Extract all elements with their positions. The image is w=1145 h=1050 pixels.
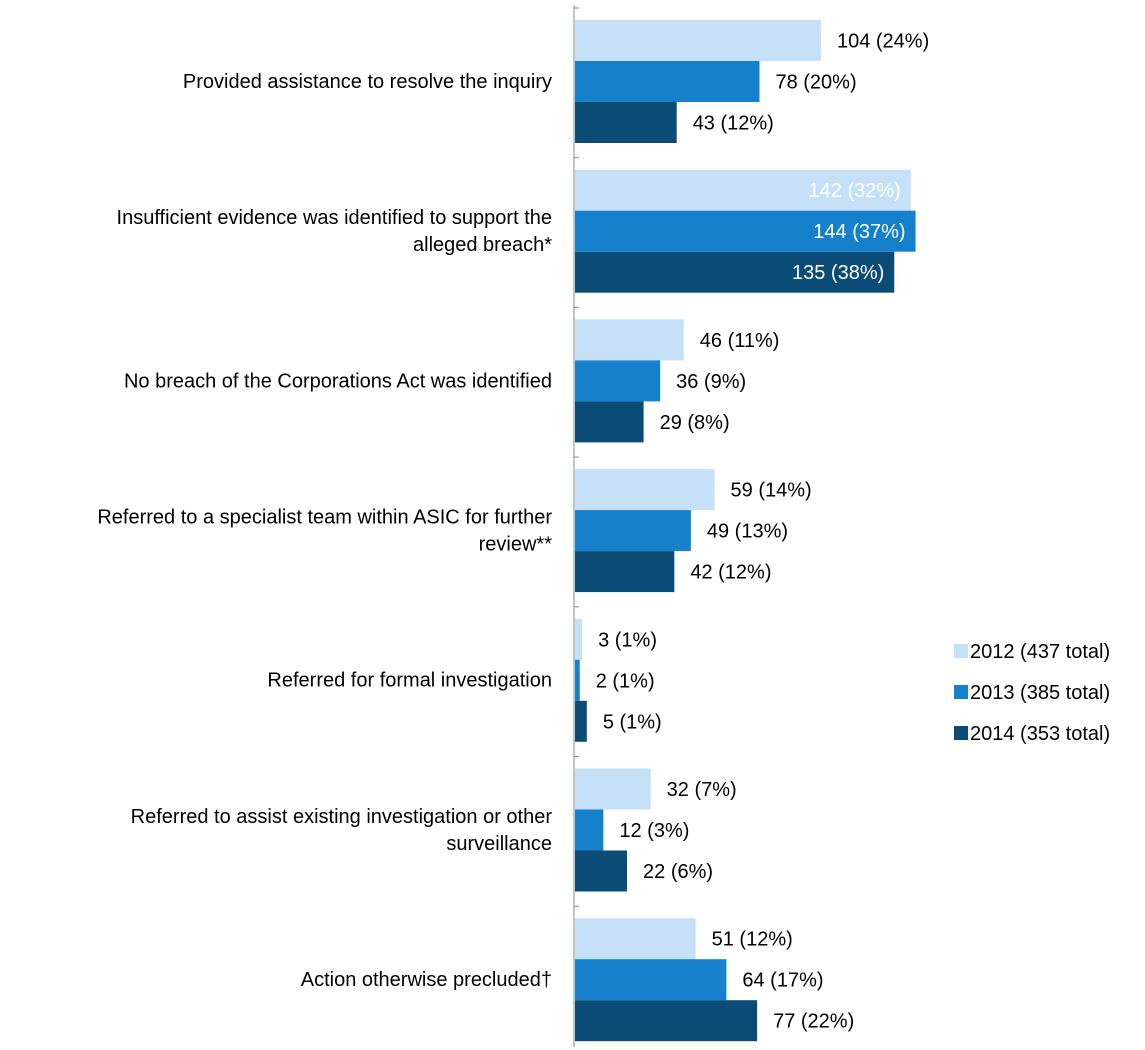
category-label: surveillance	[446, 833, 552, 855]
legend: 2012 (437 total) 2013 (385 total) 2014 (35…	[954, 641, 1110, 745]
bar-1-4	[575, 469, 715, 511]
bar-1-6	[575, 768, 651, 810]
data-label: 12 (3%)	[619, 820, 689, 842]
data-label: 36 (9%)	[676, 371, 746, 393]
data-label: 5 (1%)	[603, 711, 662, 733]
category-label: Insufficient evidence was identified to …	[117, 207, 552, 229]
bar-3-6	[575, 850, 628, 892]
data-label: 64 (17%)	[742, 970, 823, 992]
data-label: 59 (14%)	[731, 480, 812, 502]
data-label: 3 (1%)	[598, 629, 657, 651]
data-label: 2 (1%)	[596, 670, 655, 692]
bar-1-3	[575, 319, 684, 361]
bar-1-7	[575, 918, 696, 960]
data-label: 43 (12%)	[693, 113, 774, 135]
bar-3-3	[575, 401, 644, 443]
bar-2-2	[575, 210, 916, 252]
data-label: 49 (13%)	[707, 521, 788, 543]
data-label: 78 (20%)	[775, 72, 856, 94]
bar-3-7	[575, 1000, 758, 1042]
data-label: 32 (7%)	[667, 779, 737, 801]
bar-1-5	[575, 618, 583, 660]
data-label: 135 (38%)	[792, 262, 884, 284]
bar-2-6	[575, 809, 604, 851]
data-label: 51 (12%)	[712, 929, 793, 951]
bar-3-5	[575, 700, 587, 742]
data-label: 46 (11%)	[700, 330, 780, 352]
bar-2-1	[575, 61, 760, 102]
category-label: Referred to assist existing investigatio…	[131, 806, 553, 828]
category-labels: Provided assistance to resolve the inqui…	[97, 71, 552, 991]
data-label: 142 (32%)	[809, 180, 901, 202]
bars-layer	[575, 20, 916, 1042]
bar-1-2	[575, 169, 911, 211]
bar-1-1	[575, 20, 821, 61]
category-label: Provided assistance to resolve the inqui…	[183, 71, 552, 93]
category-label: alleged breach*	[413, 234, 552, 256]
bar-3-4	[575, 551, 675, 593]
bar-3-1	[575, 102, 677, 143]
legend-label: 2014 (353 total)	[970, 723, 1110, 745]
legend-swatch	[954, 685, 968, 699]
category-label: Referred to a specialist team within ASI…	[97, 506, 552, 528]
data-label: 29 (8%)	[660, 412, 730, 434]
data-label: 77 (22%)	[773, 1011, 854, 1033]
category-label: review**	[479, 533, 553, 555]
bar-3-2	[575, 251, 895, 293]
bar-2-7	[575, 959, 727, 1001]
data-label: 104 (24%)	[837, 31, 929, 53]
category-label: Action otherwise precluded†	[301, 969, 552, 991]
legend-label: 2012 (437 total)	[970, 641, 1110, 663]
category-axis	[573, 5, 579, 1047]
data-label: 22 (6%)	[643, 861, 713, 883]
legend-swatch	[954, 644, 968, 658]
legend-label: 2013 (385 total)	[970, 682, 1110, 704]
data-label: 42 (12%)	[690, 562, 771, 584]
data-labels: 104 (24%) 142 (32%) 46 (11%) 59 (14%) 3 (1%)…	[596, 31, 930, 1033]
category-label: Referred for formal investigation	[267, 670, 552, 692]
data-label: 144 (37%)	[813, 221, 905, 243]
legend-swatch	[954, 726, 968, 740]
bar-2-5	[575, 659, 580, 701]
category-label: No breach of the Corporations Act was id…	[124, 370, 552, 392]
bar-2-3	[575, 360, 661, 402]
bar-2-4	[575, 510, 691, 552]
